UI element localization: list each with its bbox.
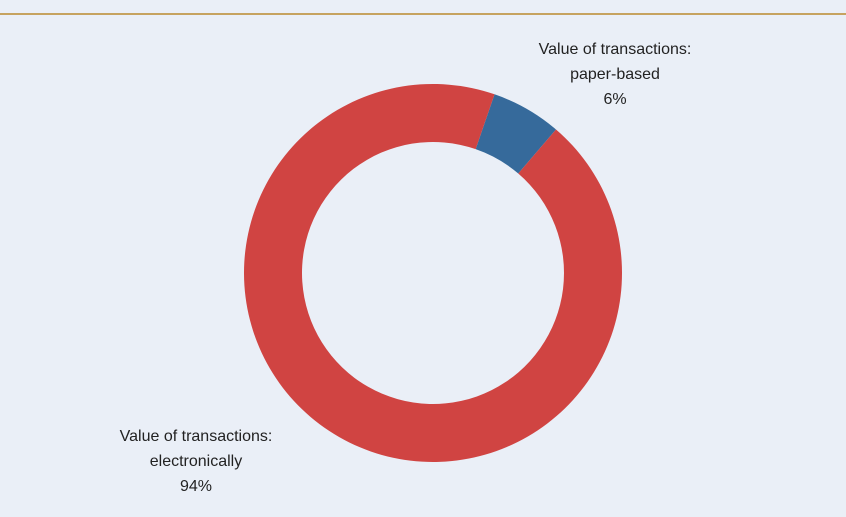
slice xyxy=(475,94,556,174)
slice-label: Value of transactions: paper-based xyxy=(539,41,692,83)
slice xyxy=(243,83,622,462)
label-line: electronically xyxy=(150,453,242,470)
value-label: 6% xyxy=(603,91,626,108)
label-line: Value of transactions: xyxy=(539,41,692,58)
label-line: paper-based xyxy=(570,66,660,83)
label-line: Value of transactions: xyxy=(120,428,273,445)
value-label: 94% xyxy=(180,478,212,495)
slice-label: Value of transactions: electronically xyxy=(120,428,273,470)
